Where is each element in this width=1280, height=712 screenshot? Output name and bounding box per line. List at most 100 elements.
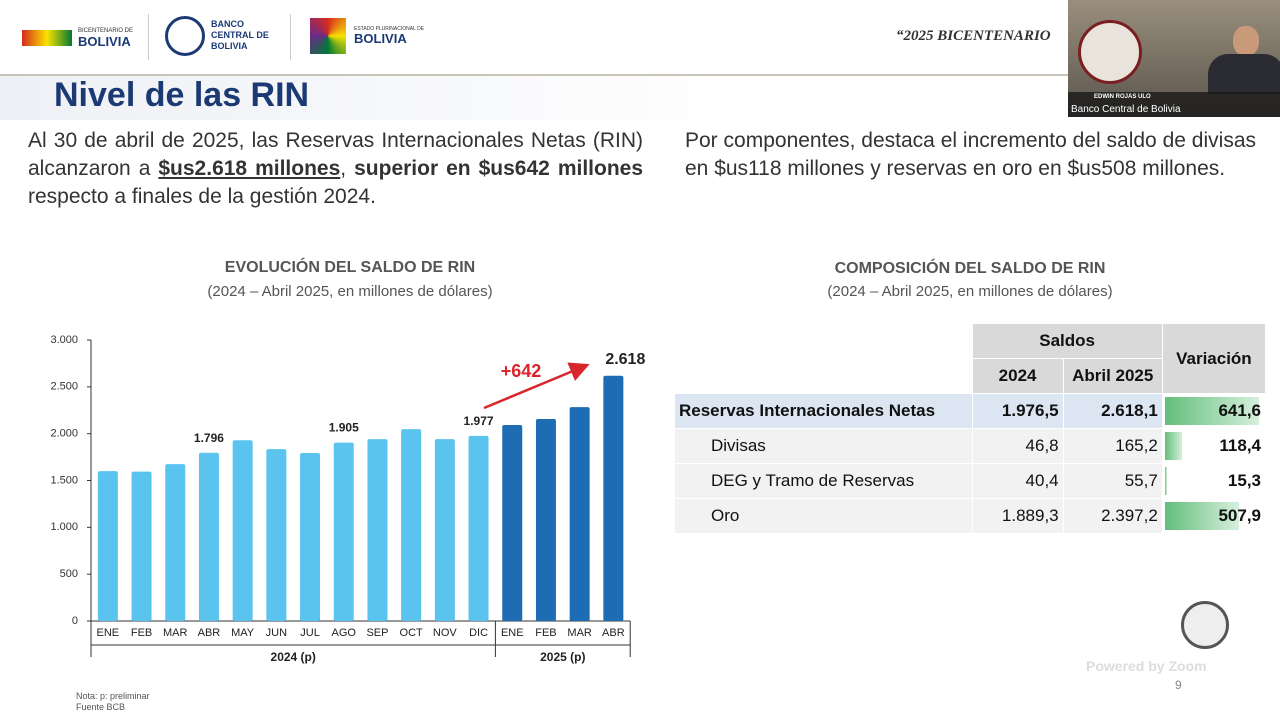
variation-label: 641,6 — [1218, 401, 1261, 420]
variation-cell: 15,3 — [1161, 463, 1267, 499]
y-tick-label: 1.000 — [50, 521, 78, 533]
data-label: 2.618 — [605, 351, 645, 368]
page-number: 9 — [1175, 678, 1182, 692]
logo-mark — [310, 18, 346, 54]
table-row: Divisas 46,8 165,2 118,4 — [674, 428, 1267, 464]
table: Saldos Variación 2024 Abril 2025 Reserva… — [674, 323, 1267, 534]
x-tick-label: SEP — [366, 627, 388, 639]
cell-2025: 165,2 — [1062, 428, 1163, 464]
data-label: 1.977 — [464, 414, 494, 428]
title-band — [0, 76, 1280, 120]
data-bar — [1164, 502, 1240, 530]
speaker-name: EDWIN ROJAS ULO — [1094, 94, 1151, 100]
y-tick-label: 1.500 — [50, 474, 78, 486]
bar — [131, 471, 152, 621]
x-tick-label: JUN — [266, 627, 287, 639]
bar — [198, 452, 219, 621]
cell-2025: 2.397,2 — [1062, 498, 1163, 534]
data-bar — [1164, 432, 1183, 460]
x-tick-label: AGO — [332, 627, 357, 639]
intro-segment: superior en $us642 millones — [354, 157, 644, 180]
person-head — [1233, 26, 1259, 56]
annotation-arrow — [483, 362, 590, 410]
bank-name: BANCO CENTRAL DE BOLIVIA — [211, 19, 269, 52]
data-label: 1.905 — [329, 421, 359, 435]
intro-segment: Al 30 de abril de 2025, las Reservas Int… — [28, 129, 643, 180]
person-body — [1208, 54, 1280, 94]
slogan: “2025 BICENTENARIO — [896, 28, 1051, 44]
logo-text: BOLIVIA — [78, 34, 131, 49]
x-tick-label: ENE — [97, 627, 120, 639]
intro-left: Al 30 de abril de 2025, las Reservas Int… — [28, 127, 643, 211]
y-tick-label: 500 — [60, 568, 78, 580]
name-bar — [1068, 92, 1280, 117]
top-bar: BICENTENARIO DE BOLIVIA BANCO CENTRAL DE… — [0, 0, 1280, 76]
intro-segment: $us2.618 millones — [158, 157, 341, 180]
row-name: DEG y Tramo de Reservas — [674, 463, 973, 499]
cell-2024: 1.889,3 — [971, 498, 1064, 534]
x-tick-label: MAR — [163, 627, 188, 639]
bar — [569, 407, 590, 621]
bar — [300, 453, 321, 621]
table-row: Reservas Internacionales Netas 1.976,5 2.6… — [674, 393, 1267, 429]
bar — [603, 375, 624, 621]
group-label: 2024 (p) — [271, 650, 316, 664]
x-tick-label: MAY — [231, 627, 255, 639]
seal — [1078, 20, 1142, 84]
bar — [502, 425, 523, 621]
bar — [468, 435, 489, 621]
x-tick-label: ENE — [501, 627, 524, 639]
bar — [434, 439, 455, 621]
divider — [148, 14, 149, 60]
y-tick-label: 3.000 — [50, 334, 78, 346]
intro-right: Por componentes, destaca el incremento d… — [685, 129, 1256, 180]
data-bar — [1164, 397, 1259, 425]
variation-label: 15,3 — [1227, 471, 1261, 490]
x-tick-label: FEB — [535, 627, 556, 639]
bank-seal — [165, 16, 205, 56]
bar — [97, 471, 118, 621]
logo-small: BICENTENARIO DE — [78, 28, 134, 34]
row-name: Oro — [674, 498, 973, 534]
data-bar — [1164, 467, 1168, 495]
cell-2024: 1.976,5 — [971, 393, 1064, 429]
table-row: Oro 1.889,3 2.397,2 507,9 — [674, 498, 1267, 534]
empty-cell — [674, 358, 972, 394]
video-tile: EDWIN ROJAS ULO Banco Central de Bolivia — [1068, 0, 1280, 117]
y-tick-label: 2.000 — [50, 428, 78, 440]
variation-label: 507,9 — [1218, 506, 1261, 525]
x-tick-label: ABR — [198, 627, 221, 639]
row-name: Divisas — [674, 428, 973, 464]
data-label: 1.796 — [194, 431, 224, 445]
speaker-org: Banco Central de Bolivia — [1071, 104, 1181, 115]
logo-mark — [22, 30, 72, 46]
header-cell: Abril 2025 — [1062, 358, 1163, 394]
cell-2025: 2.618,1 — [1062, 393, 1163, 429]
cell-2024: 46,8 — [971, 428, 1064, 464]
note: Fuente BCB — [76, 702, 126, 712]
table-row: DEG y Tramo de Reservas 40,4 55,7 15,3 — [674, 463, 1267, 499]
cell-2024: 40,4 — [971, 463, 1064, 499]
x-tick-label: DIC — [469, 627, 488, 639]
x-tick-label: FEB — [131, 627, 152, 639]
header-cell: Saldos — [971, 323, 1163, 359]
chart-title: EVOLUCIÓN DEL SALDO DE RIN — [225, 257, 475, 276]
chart-subtitle: (2024 – Abril 2025, en millones de dólar… — [207, 283, 492, 300]
seal — [1181, 601, 1229, 649]
bank-line: BOLIVIA — [211, 41, 248, 51]
bar — [535, 419, 556, 621]
variation-cell: 118,4 — [1161, 428, 1267, 464]
table-title: COMPOSICIÓN DEL SALDO DE RIN — [834, 260, 1106, 277]
zoom-watermark: Powered by Zoom — [1086, 658, 1207, 674]
y-tick-label: 2.500 — [50, 381, 78, 393]
variation-cell: 507,9 — [1161, 498, 1267, 534]
bar — [367, 439, 388, 621]
table-subtitle: (2024 – Abril 2025, en millones de dólar… — [827, 283, 1113, 300]
x-tick-label: JUL — [300, 627, 320, 639]
bar — [333, 442, 354, 621]
logo-small: ESTADO PLURINACIONAL DE — [354, 26, 425, 32]
chart: EVOLUCIÓN DEL SALDO DE RIN (2024 – Abril… — [50, 257, 645, 664]
header-cell: 2024 — [971, 358, 1064, 394]
intro-segment: respecto a finales de la gestión 2024. — [28, 185, 376, 208]
